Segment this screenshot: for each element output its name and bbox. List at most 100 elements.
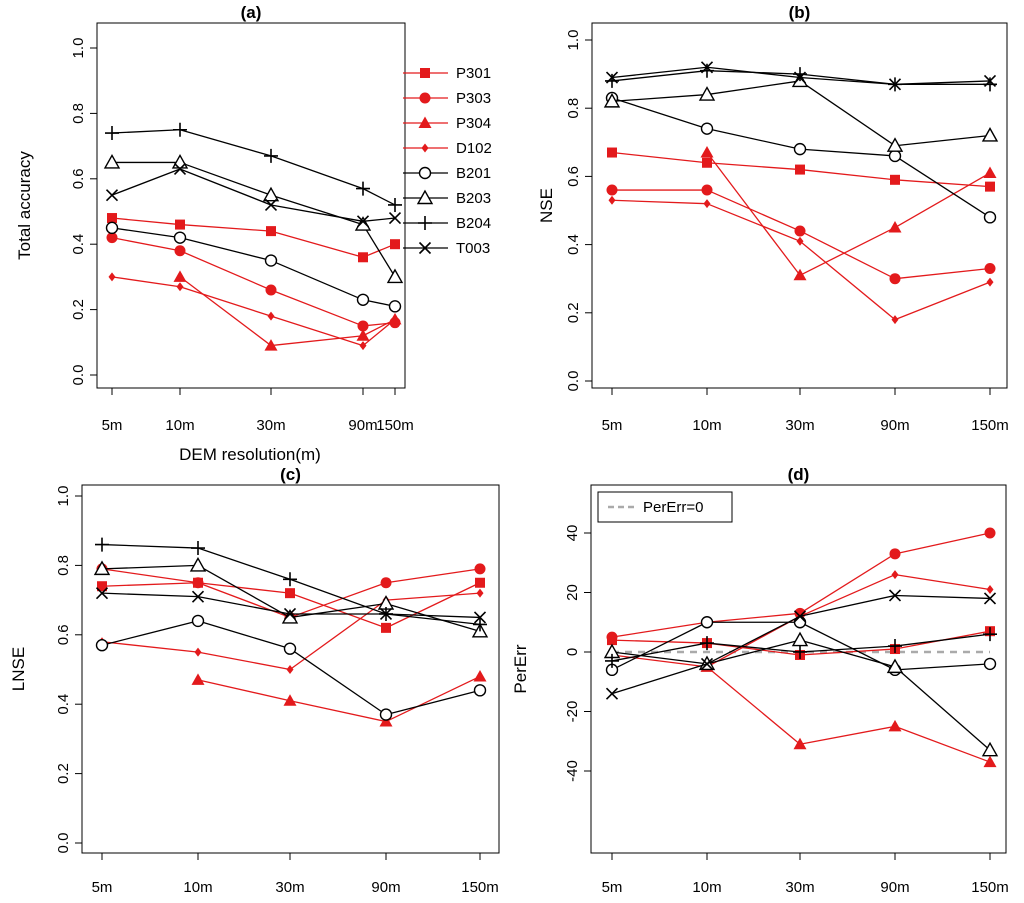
series-segment xyxy=(197,564,291,619)
data-point xyxy=(889,273,901,285)
series-segment xyxy=(799,240,896,321)
data-point xyxy=(103,154,121,169)
data-point xyxy=(473,617,487,632)
series-segment xyxy=(270,230,364,258)
series-segment xyxy=(111,217,181,226)
data-point xyxy=(192,577,204,589)
x-tick-label: 5m xyxy=(92,879,113,896)
data-point xyxy=(264,254,278,267)
series-p303 xyxy=(606,184,996,285)
data-point xyxy=(984,527,996,539)
series-b204 xyxy=(605,627,997,668)
series-segment xyxy=(270,155,364,190)
data-point xyxy=(796,236,804,246)
series-p301 xyxy=(107,213,400,263)
series-segment xyxy=(799,230,896,280)
series-segment xyxy=(111,129,181,134)
series-segment xyxy=(385,582,481,629)
data-point xyxy=(793,268,807,281)
series-segment xyxy=(611,70,708,82)
series-segment xyxy=(799,648,896,656)
y-axis-label: LNSE xyxy=(9,647,28,691)
series-segment xyxy=(706,152,801,276)
panel-title: (d) xyxy=(788,465,810,484)
data-point xyxy=(283,642,297,655)
series-p304 xyxy=(700,146,997,281)
panel-title: (a) xyxy=(241,3,262,22)
y-tick-label: 0.0 xyxy=(70,365,87,386)
legend-entry-t003: T003 xyxy=(403,240,490,257)
series-segment xyxy=(101,620,199,646)
data-point xyxy=(981,741,999,757)
panel-title: (c) xyxy=(280,465,301,484)
series-segment xyxy=(385,689,481,716)
series-segment xyxy=(289,599,387,671)
series-segment xyxy=(289,578,387,615)
plot-frame xyxy=(96,22,406,389)
series-segment xyxy=(385,592,481,601)
series-segment xyxy=(101,592,199,598)
data-point xyxy=(266,226,276,237)
data-point xyxy=(93,560,111,576)
panel-title: (b) xyxy=(789,3,811,22)
data-point xyxy=(986,277,994,287)
legend-label: T003 xyxy=(456,240,490,257)
data-point xyxy=(889,548,901,560)
legend-label: B201 xyxy=(456,165,491,182)
y-tick-label: -40 xyxy=(564,760,581,782)
data-point xyxy=(891,570,899,580)
series-segment xyxy=(799,594,896,617)
series-segment xyxy=(611,621,708,638)
data-point xyxy=(890,174,900,185)
data-point xyxy=(791,631,809,647)
series-segment xyxy=(894,134,991,147)
x-tick-label: 30m xyxy=(275,879,304,896)
data-point xyxy=(700,63,714,78)
data-point xyxy=(283,607,297,621)
legend-label: D102 xyxy=(456,140,492,157)
legend-marker xyxy=(418,216,432,230)
series-b203 xyxy=(603,631,999,757)
data-point xyxy=(95,587,109,600)
series-t003 xyxy=(105,162,402,228)
series-p303 xyxy=(106,232,401,332)
series-b201 xyxy=(105,221,402,313)
data-point xyxy=(888,589,902,602)
data-point xyxy=(891,315,899,325)
series-segment xyxy=(362,188,396,206)
data-point xyxy=(606,184,618,196)
y-tick-label: 0.2 xyxy=(70,299,87,320)
data-point xyxy=(386,268,404,284)
data-point xyxy=(606,631,618,643)
data-point xyxy=(97,581,107,592)
data-point xyxy=(473,669,487,682)
x-tick-label: 10m xyxy=(183,879,212,896)
y-tick-label: 0.0 xyxy=(55,833,72,854)
y-tick-label: 0.6 xyxy=(55,624,72,645)
data-point xyxy=(191,590,205,603)
panel-a: (a) Total accuracy 0.0 0.2 0.4 0.6 0.8 1.0 5m 10m… xyxy=(15,3,414,434)
data-point xyxy=(475,577,485,588)
shared-x-axis-label: DEM resolution(m) xyxy=(179,445,321,464)
y-tick-label: 0.2 xyxy=(55,763,72,784)
x-tick-label: 90m xyxy=(371,879,400,896)
series-segment xyxy=(799,226,896,276)
data-point xyxy=(793,610,807,623)
data-point xyxy=(171,154,189,169)
series-segment xyxy=(611,66,708,79)
series-segment xyxy=(101,564,199,570)
data-point xyxy=(698,86,716,101)
data-point xyxy=(105,126,119,141)
data-point xyxy=(283,572,297,587)
data-point xyxy=(986,585,994,595)
series-segment xyxy=(894,267,991,280)
series-segment xyxy=(799,645,896,653)
data-point xyxy=(793,737,807,750)
x-tick-label: 150m xyxy=(971,879,1009,896)
legend-entry-b203: B203 xyxy=(403,189,491,207)
series-segment xyxy=(894,532,991,555)
x-tick-label: 90m xyxy=(880,417,909,434)
data-point xyxy=(795,164,805,175)
data-point xyxy=(793,142,807,156)
legend-entry-p303: P303 xyxy=(403,90,491,107)
